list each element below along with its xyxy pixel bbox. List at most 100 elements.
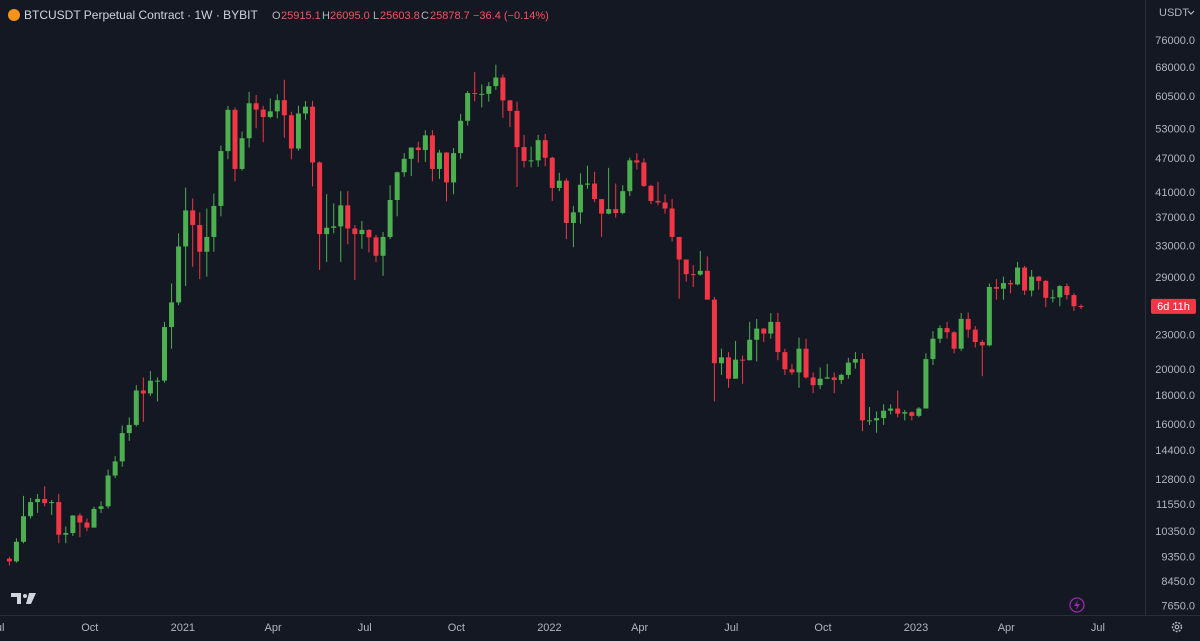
candle-body xyxy=(232,109,238,169)
candle-body xyxy=(28,502,34,517)
candle-body xyxy=(147,380,153,394)
candle-body xyxy=(49,502,55,504)
candle-body xyxy=(1064,286,1070,296)
ohlc-label: O xyxy=(272,10,281,22)
currency-selector[interactable]: USDT xyxy=(1159,7,1189,19)
candle-body xyxy=(902,412,908,414)
x-tick-label: Jul xyxy=(358,622,372,634)
y-tick-label: 20000.0 xyxy=(1155,364,1195,376)
candle-body xyxy=(253,103,259,110)
header: BTCUSDT Perpetual Contract · 1W · BYBIT … xyxy=(8,8,549,22)
candle-body xyxy=(627,160,633,192)
y-tick-label: 14400.0 xyxy=(1155,445,1195,457)
candle-body xyxy=(21,516,26,542)
x-tick-label: Apr xyxy=(631,622,648,634)
y-tick-label: 9350.0 xyxy=(1161,551,1195,563)
candle-body xyxy=(422,135,428,151)
y-tick-label: 68000.0 xyxy=(1155,62,1195,74)
candle-body xyxy=(486,86,492,94)
y-tick-label: 10350.0 xyxy=(1155,526,1195,538)
currency-chevron[interactable] xyxy=(1187,10,1195,15)
candle-body xyxy=(176,246,182,303)
candle-body xyxy=(401,158,407,173)
candle-body xyxy=(63,533,69,535)
candle-body xyxy=(683,259,689,275)
candle-body xyxy=(563,180,569,223)
candle-body xyxy=(1022,267,1028,291)
candle-body xyxy=(556,180,562,188)
tradingview-logo[interactable] xyxy=(11,593,36,604)
candle-body xyxy=(338,205,344,227)
candle-body xyxy=(1043,280,1049,298)
candle-body xyxy=(775,321,781,353)
candle-body xyxy=(711,299,717,364)
candle-body xyxy=(549,157,555,188)
symbol-title[interactable]: BTCUSDT Perpetual Contract · 1W · BYBIT xyxy=(24,8,259,22)
candle-body xyxy=(845,362,851,375)
candle-body xyxy=(944,328,950,333)
candle-body xyxy=(77,515,83,523)
x-tick-label: 2022 xyxy=(537,622,561,634)
candle-body xyxy=(154,380,160,382)
candle-body xyxy=(930,338,936,360)
candle-body xyxy=(352,228,358,235)
x-tick-label: Oct xyxy=(814,622,831,634)
x-tick-label: Jul xyxy=(724,622,738,634)
lightning-button[interactable] xyxy=(1069,597,1085,613)
candle-body xyxy=(676,236,682,260)
candle-body xyxy=(606,209,612,214)
candle-body xyxy=(958,318,964,349)
candle-body xyxy=(105,475,111,507)
candle-body xyxy=(993,286,999,289)
candle-body xyxy=(119,433,125,462)
candle-body xyxy=(140,390,146,394)
x-tick-label: 2021 xyxy=(171,622,195,634)
ohlc-value: 26095.0 xyxy=(330,10,370,22)
candle-body xyxy=(281,100,287,116)
candle-body xyxy=(479,93,485,95)
candle-body xyxy=(35,498,41,503)
candle-body xyxy=(183,210,189,247)
y-tick-label: 7650.0 xyxy=(1161,601,1195,613)
candle-body xyxy=(451,153,457,183)
ohlc-label: H xyxy=(322,10,330,22)
candle-body xyxy=(570,212,576,223)
y-tick-label: 12800.0 xyxy=(1155,474,1195,486)
candle-body xyxy=(493,77,499,87)
candle-body xyxy=(13,541,19,562)
candle-body xyxy=(662,202,668,209)
candle-body xyxy=(874,418,880,421)
candle-body xyxy=(204,236,210,252)
settings-button[interactable] xyxy=(1171,621,1183,633)
candle-body xyxy=(331,226,337,228)
candle-body xyxy=(803,348,809,378)
candle-body xyxy=(373,237,379,256)
candle-body xyxy=(634,160,640,163)
candle-body xyxy=(535,140,541,161)
candle-body xyxy=(274,100,280,112)
candle-body xyxy=(465,93,471,121)
candle-body xyxy=(415,147,421,151)
candle-body xyxy=(761,328,767,334)
candle-body xyxy=(1008,283,1013,285)
y-tick-label: 37000.0 xyxy=(1155,212,1195,224)
x-tick-label: Apr xyxy=(998,622,1015,634)
symbol-icon[interactable] xyxy=(8,9,20,21)
candle-body xyxy=(838,374,844,380)
candle-body xyxy=(789,369,795,373)
candle-body xyxy=(6,558,12,562)
x-tick-label: Oct xyxy=(448,622,465,634)
y-tick-label: 23000.0 xyxy=(1155,329,1195,341)
candle-body xyxy=(162,327,167,381)
candle-body xyxy=(429,135,435,169)
candle-body xyxy=(782,352,788,370)
y-tick-label: 11550.0 xyxy=(1156,499,1195,511)
candle-body xyxy=(126,424,132,434)
ohlc-value: 25878.7 xyxy=(430,10,470,22)
candle-body xyxy=(697,270,703,275)
last-price-marker xyxy=(1151,298,1196,314)
candle-body xyxy=(951,332,957,349)
candle-body xyxy=(225,109,231,152)
candle-body xyxy=(380,236,386,256)
candle-body xyxy=(56,502,62,535)
